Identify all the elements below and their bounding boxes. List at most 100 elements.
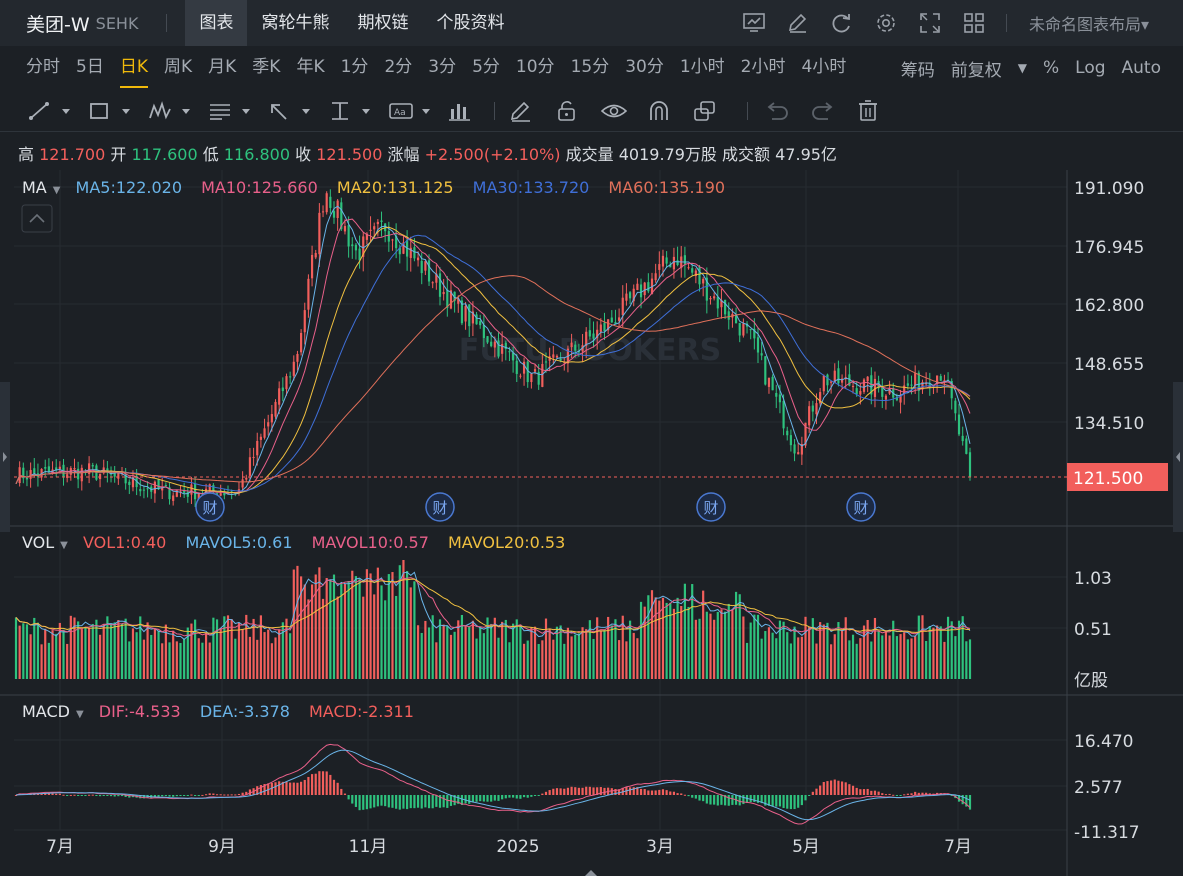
candle-body xyxy=(881,386,884,397)
fullscreen-icon[interactable] xyxy=(908,0,952,46)
period-tab[interactable]: 5分 xyxy=(472,57,500,77)
period-tab[interactable]: 季K xyxy=(252,57,281,77)
volume-bar xyxy=(862,625,866,679)
macd-bar xyxy=(248,789,252,795)
fibonacci-tool-icon[interactable] xyxy=(208,90,268,132)
period-tab[interactable]: 1分 xyxy=(340,57,369,77)
rectangle-tool-icon[interactable] xyxy=(88,90,148,132)
macd-bar xyxy=(811,791,814,795)
earnings-marker[interactable]: 财 xyxy=(195,492,225,522)
chevron-down-icon[interactable]: ▼ xyxy=(1017,61,1027,75)
volume-bar xyxy=(321,598,325,679)
measure-tool-icon[interactable] xyxy=(328,90,388,132)
copy-icon[interactable] xyxy=(693,90,739,132)
earnings-marker[interactable]: 财 xyxy=(846,492,876,522)
period-tab-active[interactable]: 日K xyxy=(112,46,156,90)
redo-icon[interactable] xyxy=(810,90,856,132)
volume-bar xyxy=(340,582,343,679)
period-tab[interactable]: 周K xyxy=(163,57,193,77)
macd-bar xyxy=(661,789,665,795)
period-tab[interactable]: 15分 xyxy=(570,57,610,77)
earnings-marker[interactable]: 财 xyxy=(696,492,726,522)
period-tab[interactable]: 2分 xyxy=(384,57,413,77)
volume-bar xyxy=(811,618,814,679)
arrow-tool-icon[interactable] xyxy=(268,90,328,132)
vol-legend-name[interactable]: VOL xyxy=(22,533,55,552)
lock-icon[interactable] xyxy=(555,90,601,132)
period-tab[interactable]: 10分 xyxy=(515,57,555,77)
layout-selector[interactable]: 未命名图表布局▾ xyxy=(1028,15,1149,34)
gear-icon[interactable] xyxy=(864,0,908,46)
period-tab[interactable]: 5日 xyxy=(76,57,104,77)
svg-text:财: 财 xyxy=(703,499,718,517)
mavol20-value: MAVOL20:0.53 xyxy=(448,533,566,552)
macd-bar xyxy=(343,793,347,795)
period-tab[interactable]: 3分 xyxy=(428,57,457,77)
chevron-down-icon[interactable]: ▼ xyxy=(75,709,84,720)
candle-body xyxy=(793,444,796,454)
trash-icon[interactable] xyxy=(856,90,902,132)
tab-profile[interactable]: 个股资料 xyxy=(436,13,505,33)
candle-body xyxy=(855,388,858,394)
chevron-up-icon[interactable] xyxy=(585,870,597,876)
pencil-icon[interactable] xyxy=(509,90,555,132)
collapse-button[interactable] xyxy=(21,204,53,233)
volume-bar xyxy=(263,632,266,679)
candle-body xyxy=(607,319,610,331)
chevron-down-icon[interactable]: ▼ xyxy=(52,185,61,196)
volume-bar xyxy=(961,616,964,679)
percent-button[interactable]: % xyxy=(1042,58,1060,78)
chart-screen-icon[interactable] xyxy=(732,0,776,46)
candle-body xyxy=(142,489,146,491)
period-tab[interactable]: 分时 xyxy=(26,57,60,77)
magnet-icon[interactable] xyxy=(647,90,693,132)
macd-bar xyxy=(767,795,771,806)
macd-bar xyxy=(175,795,178,797)
undo-icon[interactable] xyxy=(764,90,810,132)
period-tab[interactable]: 1小时 xyxy=(679,57,725,77)
volume-bar xyxy=(596,617,599,679)
chip-distribution-button[interactable]: 筹码 xyxy=(900,60,935,81)
earnings-marker[interactable]: 财 xyxy=(425,492,455,522)
pattern-tool-icon[interactable] xyxy=(148,90,208,132)
macd-bar xyxy=(292,782,295,795)
period-tab[interactable]: 2小时 xyxy=(740,57,786,77)
auto-button[interactable]: Auto xyxy=(1121,58,1161,78)
candle-body xyxy=(504,342,507,350)
macd-bar xyxy=(526,795,529,798)
log-button[interactable]: Log xyxy=(1075,58,1106,78)
ma-legend-name[interactable]: MA xyxy=(22,178,47,197)
high-value: 121.700 xyxy=(39,145,106,164)
volume-bar xyxy=(424,620,427,679)
volume-bar xyxy=(702,590,705,679)
period-tab[interactable]: 4小时 xyxy=(801,57,847,77)
indicator-bars-icon[interactable] xyxy=(448,90,494,132)
refresh-icon[interactable] xyxy=(820,0,864,46)
text-tool-icon[interactable]: Aa xyxy=(388,90,448,132)
trendline-tool-icon[interactable] xyxy=(28,90,88,132)
volume-bar xyxy=(332,574,336,679)
tab-chart[interactable]: 图表 xyxy=(185,0,248,46)
macd-bar xyxy=(226,794,230,796)
layout-grid-icon[interactable] xyxy=(952,0,996,46)
eye-icon[interactable] xyxy=(601,90,647,132)
period-tab[interactable]: 年K xyxy=(296,57,325,77)
volume-bar xyxy=(504,619,507,679)
macd-legend-name[interactable]: MACD xyxy=(22,702,70,721)
chevron-down-icon[interactable]: ▼ xyxy=(60,540,68,551)
tab-options[interactable]: 期权链 xyxy=(357,13,409,33)
adjust-selector[interactable]: 前复权 xyxy=(950,60,1002,81)
candle-body xyxy=(921,382,924,390)
ma10-line xyxy=(15,218,971,495)
edit-icon[interactable] xyxy=(776,0,820,46)
period-tab[interactable]: 月K xyxy=(208,57,237,77)
volume-bar xyxy=(705,611,708,679)
volume-bar xyxy=(522,643,526,679)
period-tab[interactable]: 30分 xyxy=(625,57,664,77)
time-axis-label: 9月 xyxy=(208,837,236,857)
divider xyxy=(166,14,168,32)
tab-warrants[interactable]: 窝轮牛熊 xyxy=(261,13,330,33)
macd-bar xyxy=(98,795,102,797)
volume-bar xyxy=(29,634,32,679)
